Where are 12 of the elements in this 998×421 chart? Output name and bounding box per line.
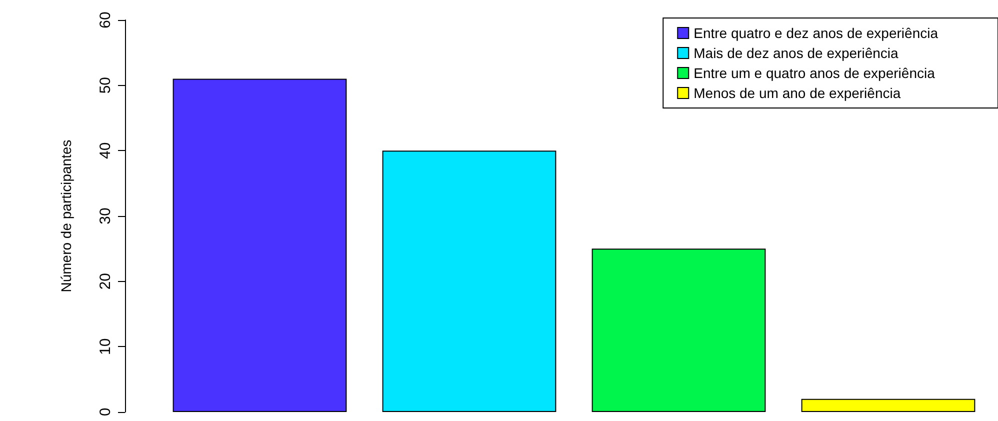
y-tick-label: 10 — [97, 338, 114, 356]
y-tick-label: 20 — [97, 272, 114, 290]
y-axis-title: Número de participantes — [58, 140, 74, 292]
y-tick-label: 50 — [97, 76, 114, 94]
y-tick-label: 60 — [97, 12, 114, 28]
legend-label: Entre quatro e dez anos de experiência — [694, 25, 938, 41]
legend-label: Mais de dez anos de experiência — [694, 45, 899, 61]
y-tick-label: 0 — [97, 408, 114, 416]
legend-label: Entre um e quatro anos de experiência — [694, 65, 936, 81]
y-tick-label: 30 — [97, 208, 114, 224]
y-tick-label: 40 — [97, 142, 114, 160]
legend-label: Menos de um ano de experiência — [694, 85, 901, 101]
